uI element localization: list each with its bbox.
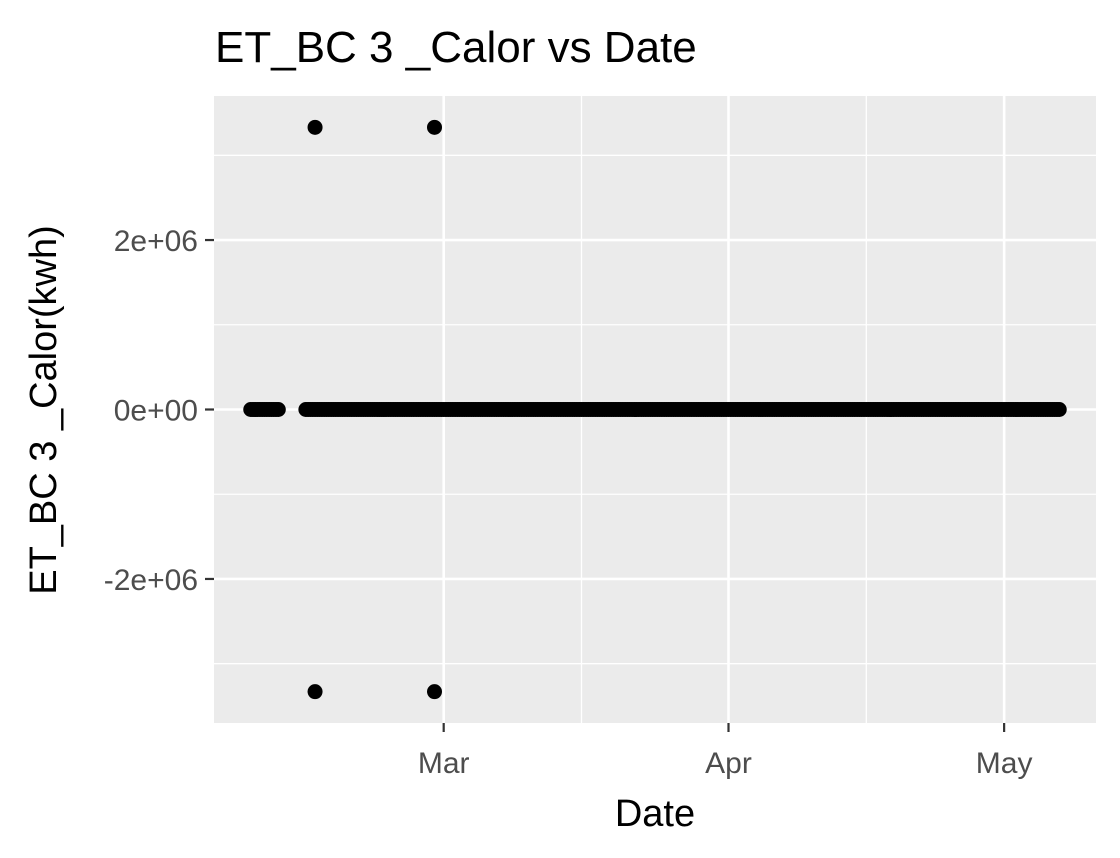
- x-axis-title: Date: [615, 793, 695, 835]
- tick-labels: 2e+06 0e+00 -2e+06 Mar Apr May: [104, 225, 1033, 780]
- data-point: [270, 402, 286, 417]
- data-series: [243, 119, 1067, 700]
- data-point: [307, 684, 323, 700]
- y-tick-label: 0e+00: [114, 395, 198, 428]
- data-point: [427, 684, 442, 700]
- y-axis-title: ET_BC 3 _Calor(kwh): [23, 225, 65, 595]
- x-tick-label: Apr: [705, 747, 752, 780]
- x-tick-label: Mar: [418, 747, 470, 780]
- y-tick-label: -2e+06: [104, 564, 198, 597]
- chart-title: ET_BC 3 _Calor vs Date: [215, 23, 697, 72]
- axis-ticks: [205, 238, 1006, 732]
- x-tick-label: May: [976, 747, 1033, 780]
- data-point: [427, 119, 442, 135]
- data-point: [1051, 402, 1067, 417]
- y-tick-label: 2e+06: [114, 225, 198, 258]
- data-point: [307, 119, 323, 135]
